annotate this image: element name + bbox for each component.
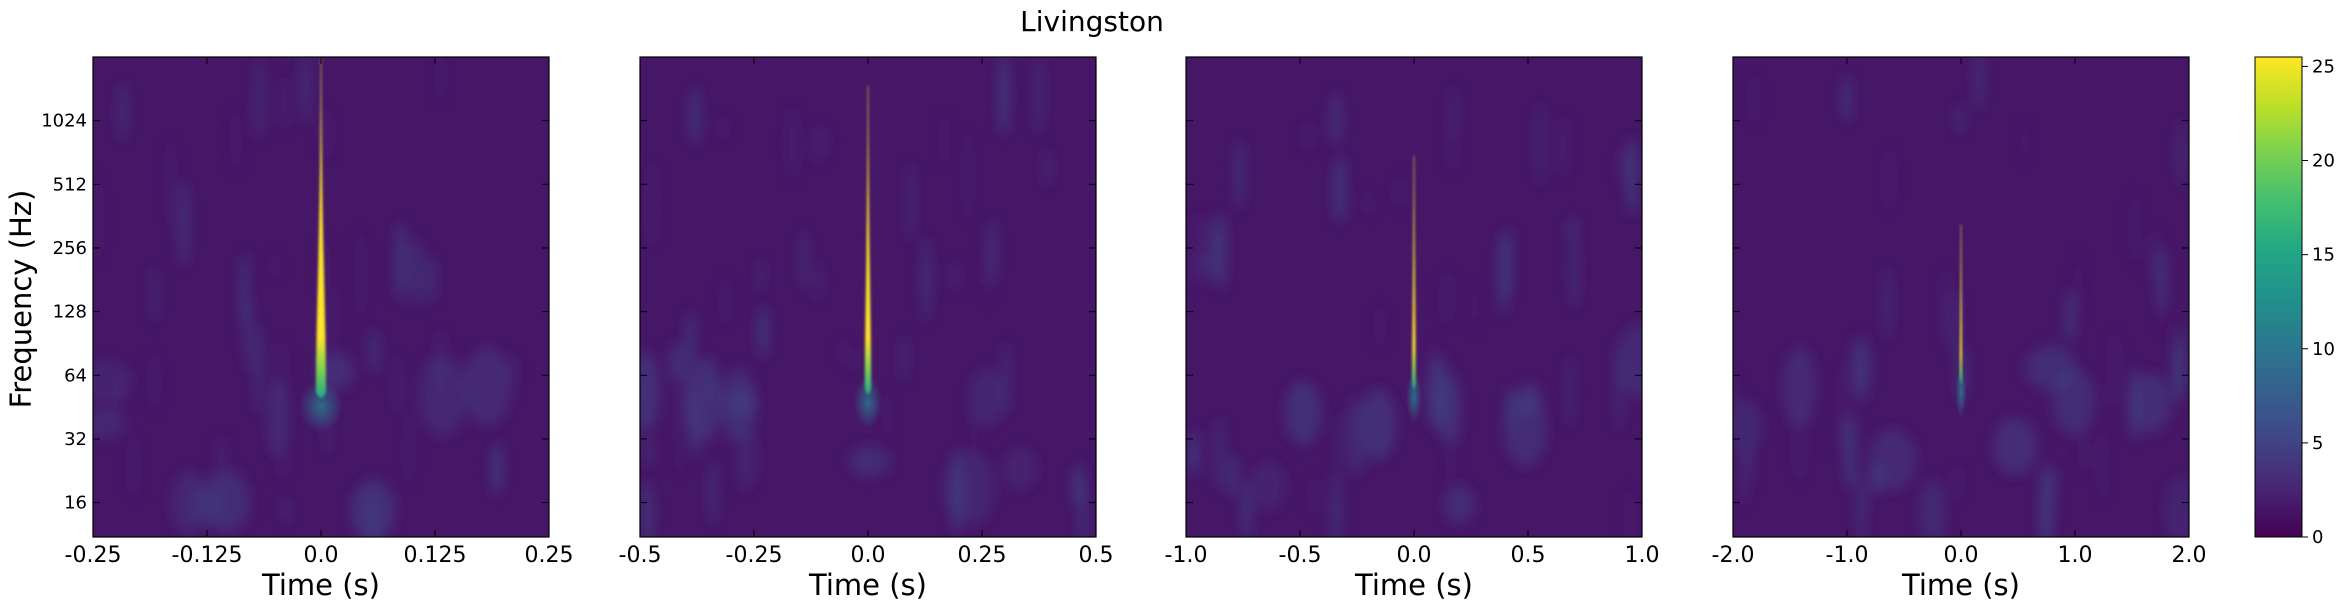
panel-2: -0.5 -0.25 0.0 0.25 0.5 Time (s)	[619, 56, 1114, 602]
x-tick-label: -0.5	[1279, 543, 1322, 568]
x-tick-label: 0.0	[1397, 543, 1432, 568]
panel-1: -0.25 -0.125 0.0 0.125 0.25 16 32 64 128 256 512 10…	[41, 56, 574, 602]
x-tick-label: -1.0	[1826, 543, 1869, 568]
x-tick-label: 2.0	[2172, 543, 2207, 568]
colorbar-tick-label: 0	[2312, 527, 2323, 548]
x-tick-label: -0.25	[726, 543, 783, 568]
event-chirp-track	[315, 57, 327, 398]
x-tick-label: -0.125	[172, 543, 243, 568]
y-tick-label: 64	[64, 365, 87, 386]
x-tick-label: 0.0	[851, 543, 886, 568]
event-chirp-track	[1412, 155, 1416, 390]
x-tick-label: 0.0	[304, 543, 339, 568]
colorbar-tick-label: 20	[2312, 151, 2335, 172]
x-tick-label: -0.5	[619, 543, 662, 568]
event-glow	[853, 376, 883, 429]
noise-texture	[93, 57, 517, 537]
x-tick-label: 0.5	[1511, 543, 1546, 568]
panel-3: -1.0 -0.5 0.0 0.5 1.0 Time (s)	[1165, 56, 1660, 602]
y-tick-label: 16	[64, 493, 87, 514]
x-tick-label: -2.0	[1712, 543, 1755, 568]
y-tick-label: 256	[53, 238, 87, 259]
spectrogram-panels: -0.25 -0.125 0.0 0.125 0.25 16 32 64 128 256 512 10…	[41, 56, 2207, 602]
colorbar-tick-label: 10	[2312, 339, 2335, 360]
colorbar: 0 5 10 15 20 25	[2254, 56, 2335, 548]
x-tick-label: 1.0	[1625, 543, 1660, 568]
colorbar-ticks: 0 5 10 15 20 25	[2302, 56, 2335, 548]
y-tick-label: 128	[53, 302, 87, 323]
x-tick-label: -1.0	[1165, 543, 1208, 568]
x-axis-label: Time (s)	[1354, 568, 1473, 602]
x-tick-label: 0.5	[1079, 543, 1114, 568]
noise-texture	[640, 57, 1088, 537]
colorbar-gradient	[2254, 56, 2303, 538]
x-axis-label: Time (s)	[808, 568, 927, 602]
x-tick-label: 0.125	[404, 543, 467, 568]
event-chirp-track	[1959, 224, 1963, 385]
x-tick-label: 0.0	[1944, 543, 1979, 568]
event-glow	[1955, 366, 1967, 419]
y-tick-label: 32	[64, 429, 87, 450]
colorbar-tick-label: 15	[2312, 245, 2335, 266]
noise-texture	[1188, 84, 1642, 537]
event-glow	[1405, 371, 1423, 424]
y-axis-label: Frequency (Hz)	[4, 190, 38, 409]
x-axis-label: Time (s)	[1901, 568, 2020, 602]
event-chirp-track	[864, 85, 872, 395]
figure-title: Livingston	[1020, 5, 1164, 38]
noise-texture	[1733, 57, 2189, 537]
x-tick-label: 0.25	[958, 543, 1007, 568]
y-tick-label: 1024	[41, 111, 87, 132]
x-tick-label: -0.25	[65, 543, 122, 568]
y-tick-label: 512	[53, 174, 87, 195]
x-tick-label: 0.25	[525, 543, 574, 568]
x-tick-label: 1.0	[2058, 543, 2093, 568]
panel-4: -2.0 -1.0 0.0 1.0 2.0 Time (s)	[1712, 56, 2207, 602]
colorbar-tick-label: 25	[2312, 56, 2335, 77]
event-glow	[298, 379, 344, 432]
colorbar-tick-label: 5	[2312, 433, 2323, 454]
x-axis-label: Time (s)	[261, 568, 380, 602]
